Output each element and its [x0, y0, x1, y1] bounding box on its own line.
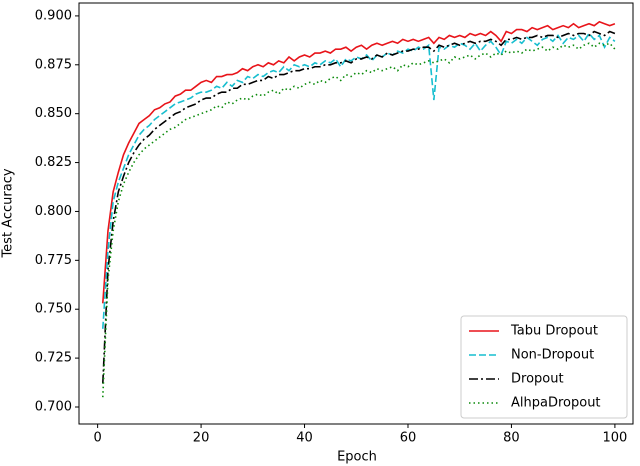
y-tick-label: 0.800: [35, 204, 72, 219]
y-tick-label: 0.750: [35, 302, 72, 317]
x-tick-label: 60: [400, 431, 417, 446]
x-tick-label: 0: [93, 431, 101, 446]
y-tick-label: 0.825: [35, 155, 72, 170]
x-axis-label: Epoch: [337, 450, 377, 465]
series-line: [101, 20, 616, 304]
legend-label: Non-Dropout: [511, 348, 594, 363]
series-line: [101, 42, 616, 398]
x-tick-label: 20: [193, 431, 210, 446]
legend-box: [460, 315, 628, 419]
y-tick-label: 0.900: [35, 8, 72, 23]
series-line: [101, 32, 616, 329]
x-tick-label: 100: [602, 431, 627, 446]
legend-label: Dropout: [511, 372, 564, 387]
legend-label: Tabu Dropout: [510, 324, 598, 339]
series-line: [101, 30, 616, 384]
x-tick-label: 80: [503, 431, 520, 446]
y-tick-label: 0.725: [35, 351, 72, 366]
x-tick-label: 40: [296, 431, 313, 446]
y-axis-label: Test Accuracy: [1, 168, 16, 258]
y-tick-label: 0.700: [35, 399, 72, 414]
y-tick-label: 0.850: [35, 106, 72, 121]
y-tick-label: 0.875: [35, 57, 72, 72]
y-tick-label: 0.775: [35, 253, 72, 268]
legend-label: AlhpaDropout: [511, 396, 601, 411]
plot-frame: [78, 2, 634, 425]
